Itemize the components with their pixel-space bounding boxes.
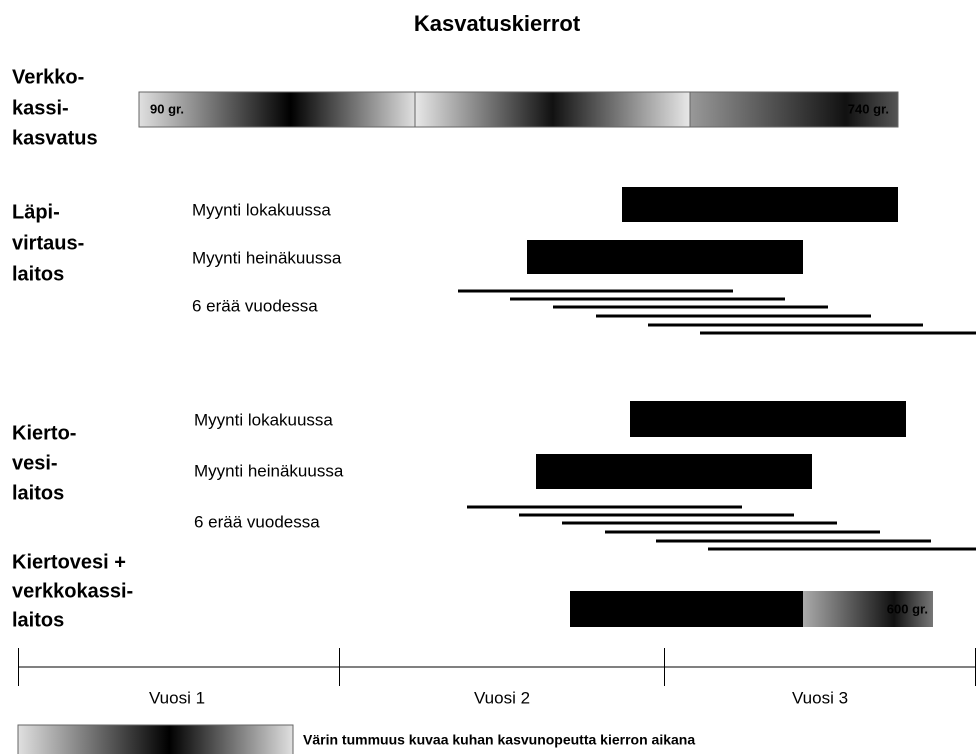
title: Kasvatuskierrot xyxy=(414,11,581,36)
year-label: Vuosi 3 xyxy=(792,688,848,707)
section-label: kasvatus xyxy=(12,127,98,149)
batch-lines xyxy=(467,505,976,551)
row-label: Myynti heinäkuussa xyxy=(194,461,344,480)
section-label: verkkokassi- xyxy=(12,580,133,602)
year-label: Vuosi 2 xyxy=(474,688,530,707)
section-label: Verkko- xyxy=(12,66,84,88)
cycle-bar xyxy=(630,401,906,437)
row-label: Myynti lokakuussa xyxy=(194,410,333,429)
section-label: Läpi- xyxy=(12,201,60,223)
row-label: Myynti heinäkuussa xyxy=(192,248,342,267)
year-label: Vuosi 1 xyxy=(149,688,205,707)
legend-text: Värin tummuus kuvaa kuhan kasvunopeutta … xyxy=(303,732,695,748)
row-label: 6 erää vuodessa xyxy=(194,512,320,531)
section-label: kassi- xyxy=(12,97,69,119)
legend-swatch xyxy=(17,724,294,754)
cycle-bar xyxy=(622,187,898,222)
section-label: laitos xyxy=(12,609,64,631)
section-label: laitos xyxy=(12,482,64,504)
section-label: virtaus- xyxy=(12,232,84,254)
batch-lines xyxy=(458,289,976,335)
cycle-bar xyxy=(527,240,803,274)
row-label: 6 erää vuodessa xyxy=(192,296,318,315)
bar-label: 90 gr. xyxy=(150,101,184,116)
bar-label: 600 gr. xyxy=(887,601,928,616)
growth-bar xyxy=(803,591,933,627)
section-label: Kierto- xyxy=(12,422,76,444)
cycle-bar xyxy=(536,454,812,489)
row-label: Myynti lokakuussa xyxy=(192,200,331,219)
section-label: laitos xyxy=(12,263,64,285)
section-label: vesi- xyxy=(12,452,58,474)
bar-label: 740 gr. xyxy=(848,101,889,116)
section-label: Kiertovesi + xyxy=(12,551,126,573)
timeline-axis xyxy=(18,648,976,686)
growth-bar xyxy=(138,91,899,128)
cycle-bar xyxy=(570,591,803,627)
